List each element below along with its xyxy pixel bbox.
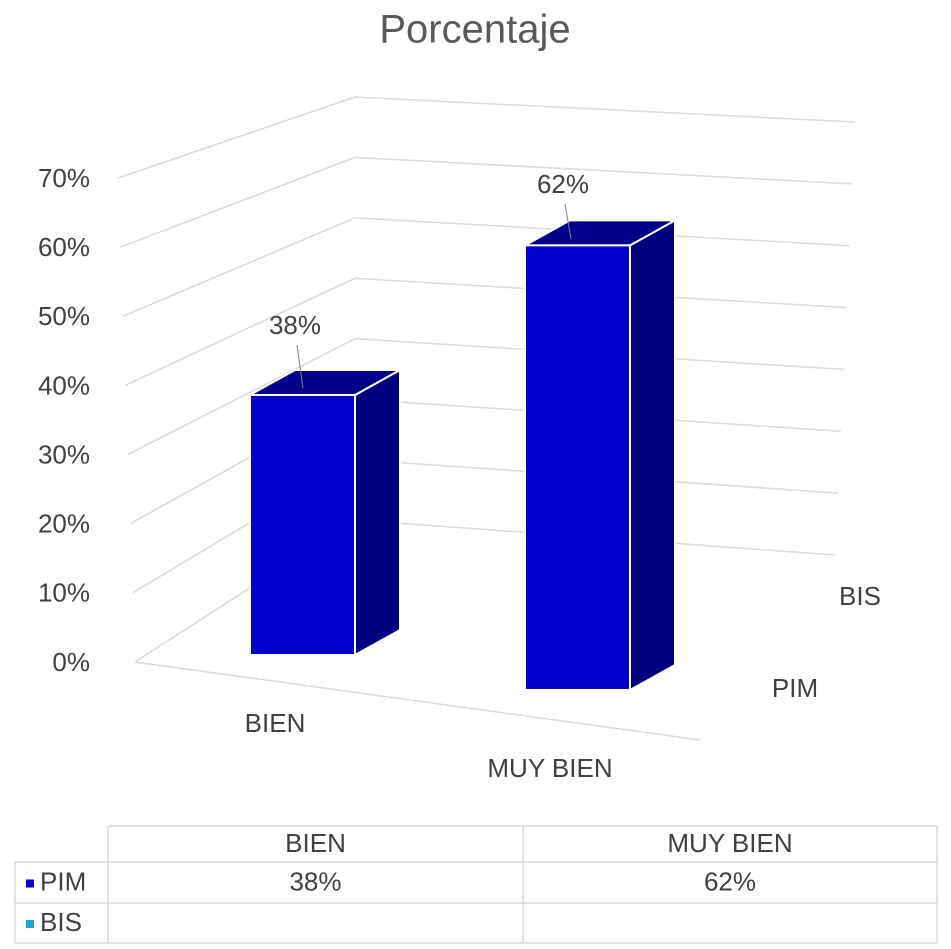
y-tick-label: 60% [38,232,90,262]
x-tick-label: MUY BIEN [487,753,612,783]
grid-line [132,458,838,594]
grid-line [122,217,850,317]
table-cell: 38% [289,866,341,896]
legend-label: PIM [40,866,86,896]
depth-label: PIM [772,673,818,703]
legend-key [26,920,34,928]
grid-line [134,519,836,663]
grid-line [127,337,844,456]
bar-side [354,368,401,657]
table-header: BIEN [285,828,346,858]
y-tick-label: 70% [38,163,90,193]
bar-side [629,218,676,692]
table-header: MUY BIEN [667,828,792,858]
y-tick-label: 10% [38,578,90,608]
bar [249,393,356,656]
legend-key [26,879,34,888]
grid-line [120,156,853,248]
table-cell: 62% [704,866,756,896]
y-tick-label: 30% [38,439,90,469]
y-tick-label: 50% [38,301,90,331]
grid-line [117,96,856,179]
data-label: 62% [537,169,589,199]
y-tick-label: 40% [38,370,90,400]
bar [524,244,631,691]
data-label: 38% [269,310,321,340]
chart-title: Porcentaje [379,8,570,52]
leader-line [296,344,304,389]
depth-label: BIS [839,581,881,611]
floor-edge [134,661,701,741]
y-tick-label: 0% [52,647,90,677]
y-tick-label: 20% [38,509,90,539]
grid-line [124,277,847,387]
x-tick-label: BIEN [245,708,306,738]
leader-line [564,203,572,239]
legend-label: BIS [40,907,82,937]
grid-line [129,398,841,525]
